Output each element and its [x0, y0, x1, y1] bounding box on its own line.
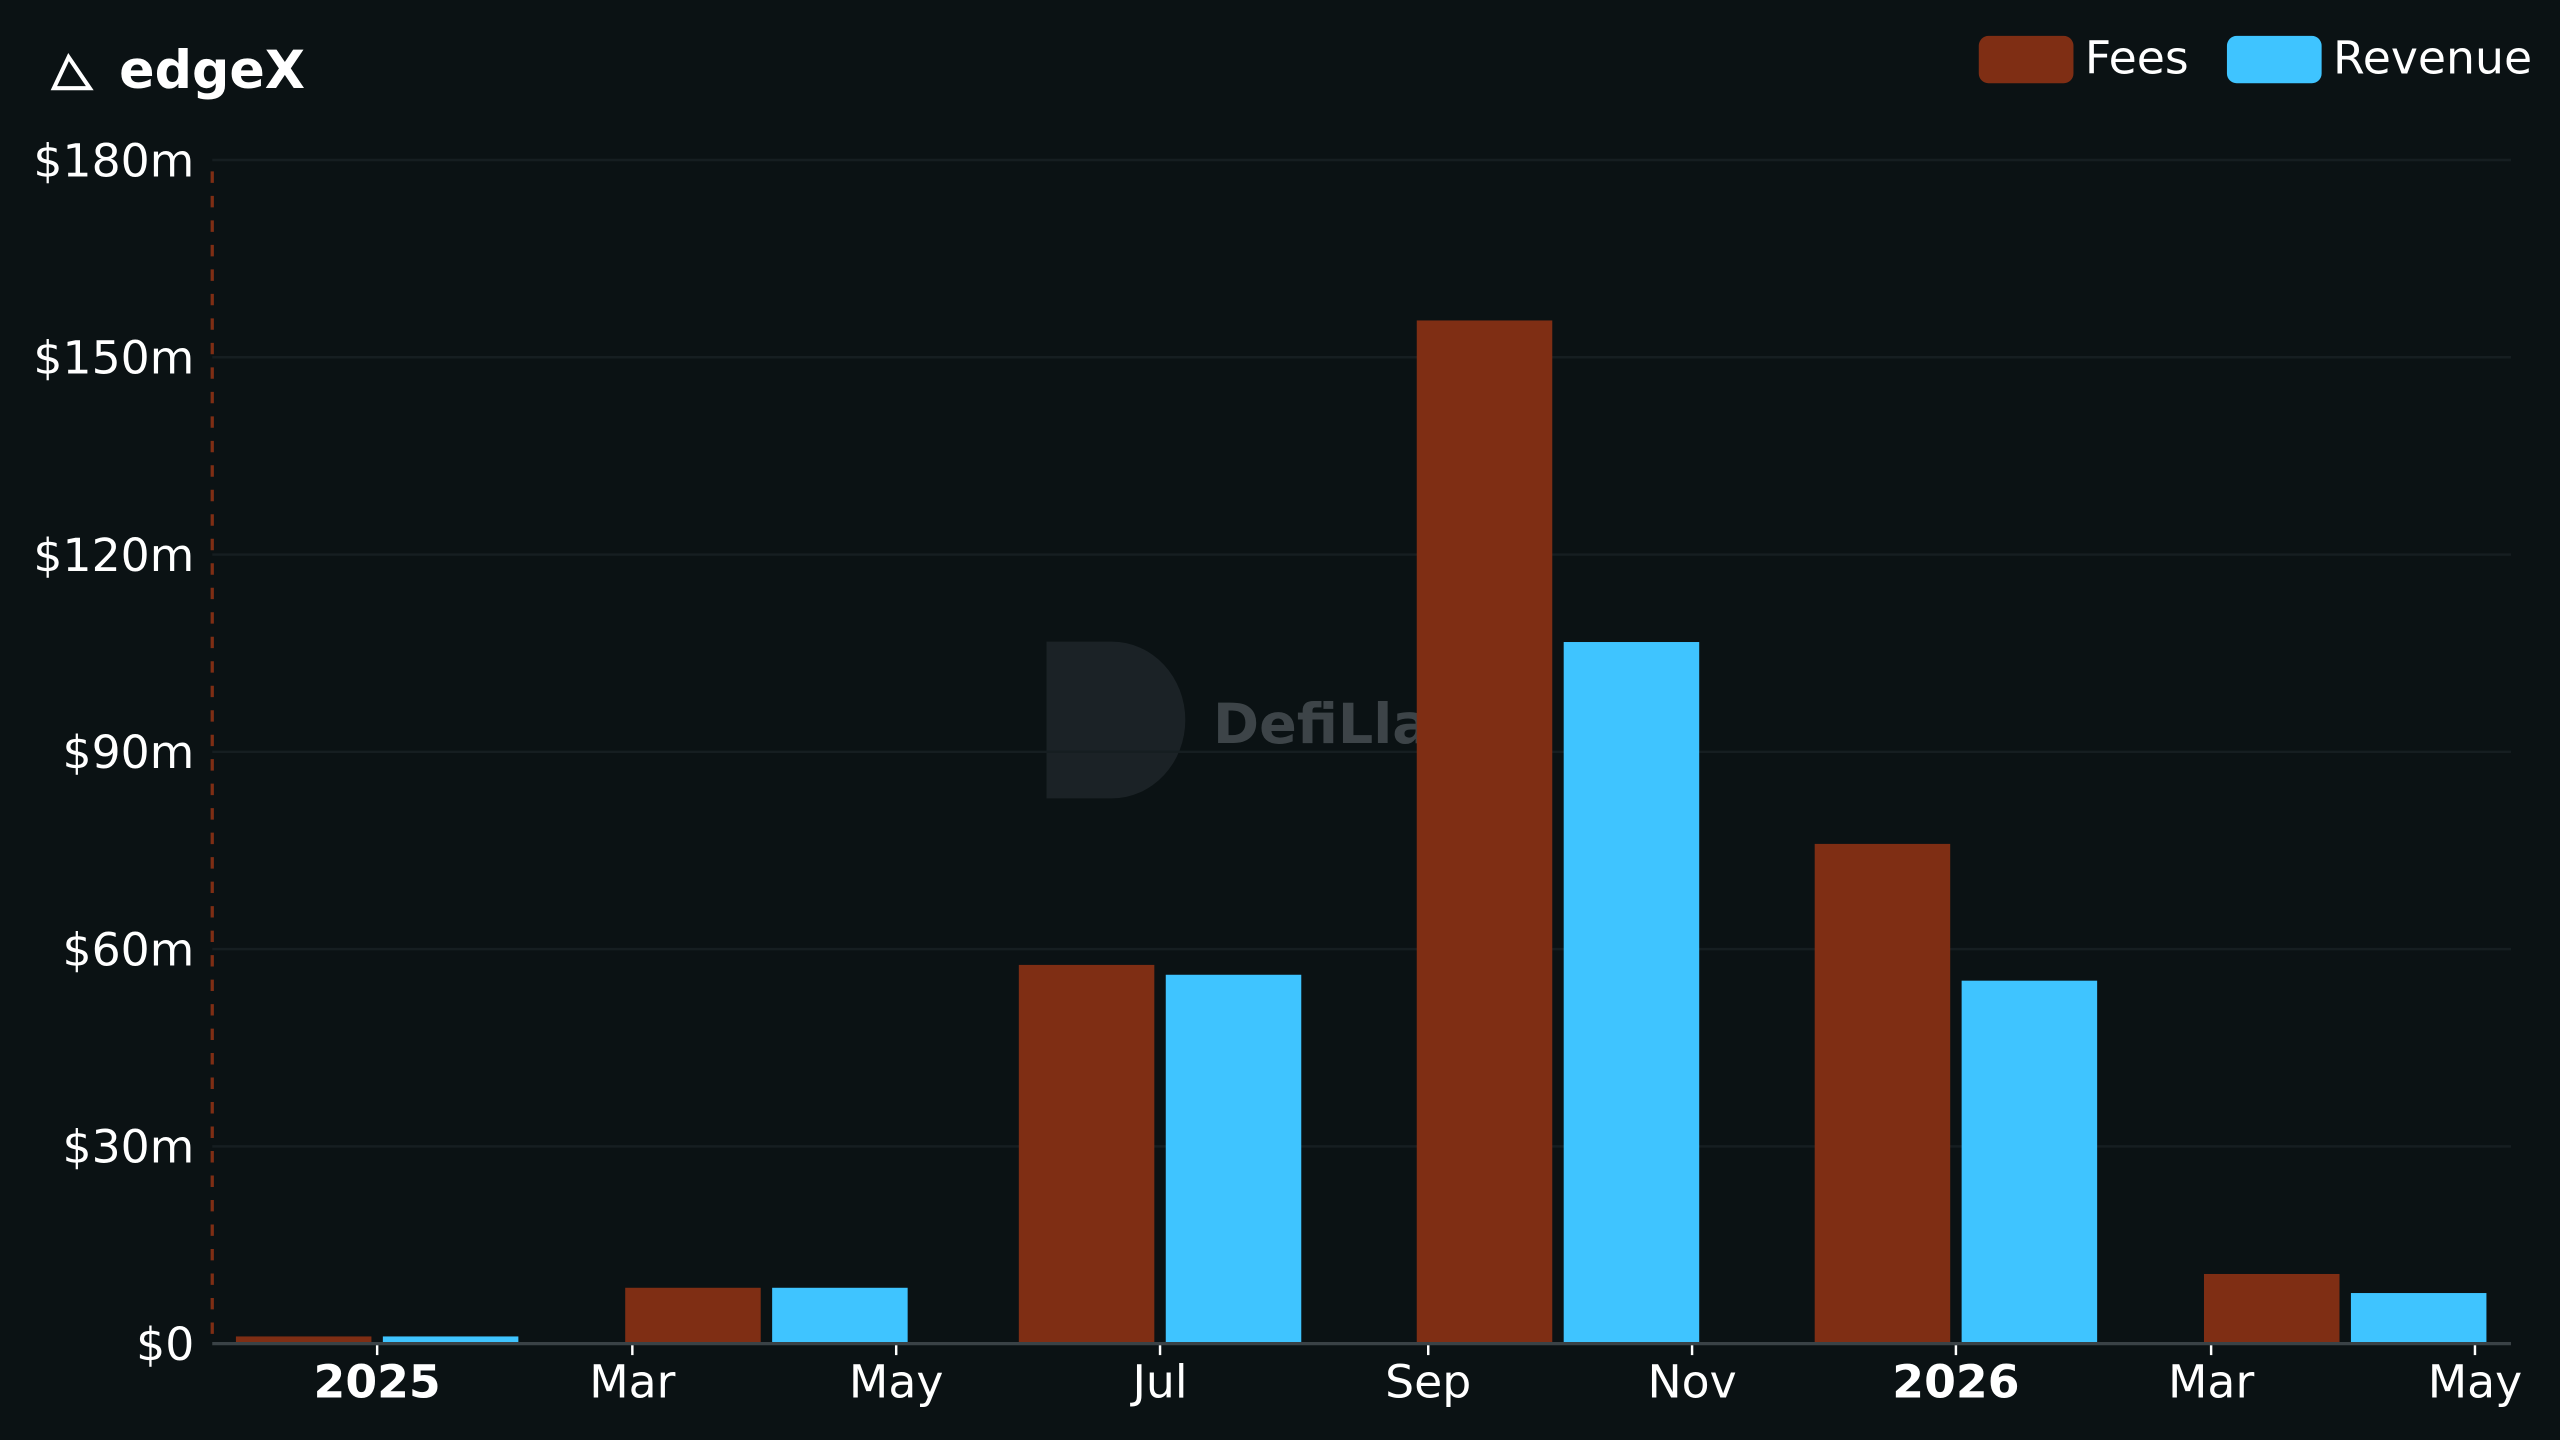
legend-item-revenue[interactable]: Revenue	[2226, 31, 2532, 84]
grid-lines	[212, 158, 2512, 1148]
bar-fees[interactable]	[1416, 320, 1553, 1344]
y-tick-label: $30m	[63, 1121, 195, 1174]
bar-fees[interactable]	[235, 1336, 372, 1344]
y-tick-label: $120m	[33, 529, 194, 582]
header: edgeX	[50, 41, 305, 101]
y-tick-label: $90m	[63, 726, 195, 779]
y-tick-label: $0	[136, 1318, 194, 1371]
chart-title: edgeX	[119, 41, 305, 101]
bar-revenue[interactable]	[772, 1287, 908, 1344]
legend-item-fees[interactable]: Fees	[1978, 31, 2189, 84]
bar-fees[interactable]	[1814, 843, 1951, 1344]
bar-revenue[interactable]	[1165, 974, 1302, 1344]
y-tick-label: $150m	[33, 332, 194, 385]
bar-revenue[interactable]	[2350, 1293, 2487, 1344]
legend-swatch	[2226, 35, 2322, 84]
bar-fees[interactable]	[1018, 964, 1155, 1344]
edgex-triangle-icon	[50, 53, 94, 91]
bar-fees[interactable]	[2203, 1273, 2340, 1344]
y-tick-label: $180m	[33, 134, 194, 187]
legend-label: Fees	[2085, 31, 2189, 84]
bars	[235, 320, 2487, 1344]
bar-revenue[interactable]	[382, 1336, 519, 1344]
y-tick-label: $60m	[63, 923, 195, 976]
bar-revenue[interactable]	[1961, 980, 2098, 1344]
x-tick-label: 2025	[314, 1356, 441, 1409]
x-tick-label: May	[849, 1356, 944, 1409]
x-tick-label: Mar	[589, 1356, 675, 1409]
x-tick-label: 2026	[1892, 1356, 2019, 1409]
x-tick-label: Sep	[1385, 1356, 1471, 1409]
x-tick-label: May	[2428, 1356, 2523, 1409]
x-tick-label: Jul	[1129, 1356, 1187, 1409]
x-tick-label: Mar	[2168, 1356, 2254, 1409]
legend-swatch	[1978, 35, 2074, 84]
x-tick-label: Nov	[1647, 1356, 1736, 1409]
legend-label: Revenue	[2333, 31, 2532, 84]
bar-revenue[interactable]	[1563, 642, 1700, 1344]
legend: Fees Revenue	[1978, 31, 2532, 84]
bar-fees[interactable]	[625, 1287, 761, 1344]
x-axis: 2025 Mar May Jul Sep Nov 2026 Mar May	[314, 1345, 2523, 1409]
y-axis: $0 $30m $60m $90m $120m $150m $180m	[33, 134, 194, 1371]
